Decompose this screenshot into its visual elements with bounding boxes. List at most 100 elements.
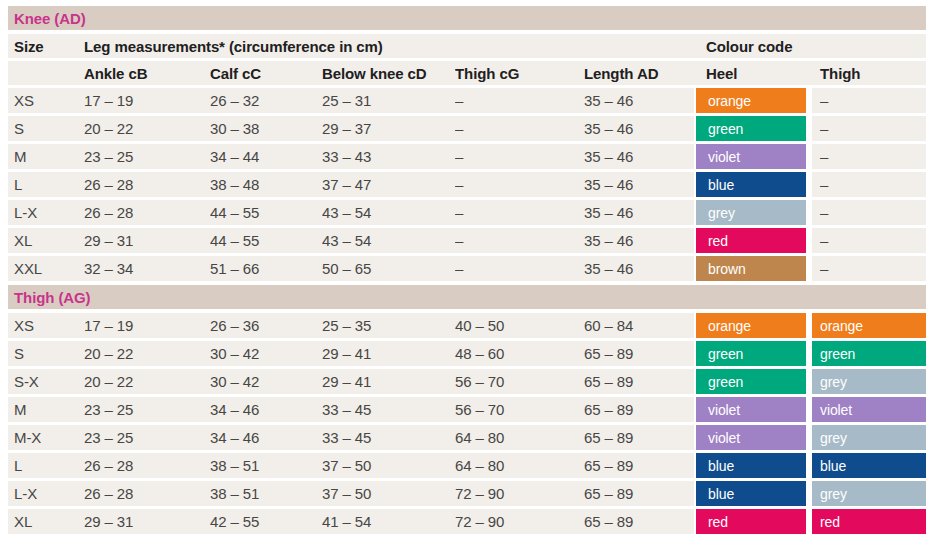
- table-row: XS17 – 1926 – 3225 – 31–35 – 46orange–: [8, 88, 926, 113]
- heel-cell: green: [694, 341, 812, 366]
- calf-cell: 34 – 46: [210, 425, 322, 450]
- calf-cell: 30 – 42: [210, 341, 322, 366]
- thigh-cg-column-header: Thigh cG: [455, 61, 584, 85]
- table-header-row-1: Size Leg measurements* (circumference in…: [8, 34, 926, 58]
- thigh-colour-swatch: green: [812, 341, 926, 366]
- ankle-cell: 23 – 25: [84, 144, 210, 169]
- size-cell: XXL: [8, 256, 84, 281]
- below-knee-cell: 25 – 31: [322, 88, 455, 113]
- ankle-cell: 29 – 31: [84, 228, 210, 253]
- ankle-cell: 26 – 28: [84, 172, 210, 197]
- thigh-cg-cell: –: [455, 228, 584, 253]
- calf-cell: 44 – 55: [210, 228, 322, 253]
- size-cell: L-X: [8, 200, 84, 225]
- heel-cell: blue: [694, 172, 812, 197]
- below-knee-cell: 29 – 41: [322, 341, 455, 366]
- size-cell: M: [8, 397, 84, 422]
- size-cell: M: [8, 144, 84, 169]
- thigh-cg-cell: 72 – 90: [455, 509, 584, 534]
- thigh-colour-cell: –: [812, 200, 926, 225]
- length-ad-column-header: Length AD: [584, 61, 694, 85]
- table-row: XL29 – 3142 – 5541 – 5472 – 9065 – 89red…: [8, 509, 926, 534]
- calf-cell: 26 – 36: [210, 313, 322, 338]
- calf-cell: 38 – 51: [210, 453, 322, 478]
- heel-colour-swatch: brown: [696, 256, 806, 281]
- heel-colour-swatch: violet: [696, 397, 806, 422]
- length-cell: 35 – 46: [584, 228, 694, 253]
- length-cell: 35 – 46: [584, 144, 694, 169]
- section-header-thigh: Thigh (AG): [8, 285, 926, 309]
- heel-cell: orange: [694, 313, 812, 338]
- below-knee-column-header: Below knee cD: [322, 61, 455, 85]
- length-cell: 35 – 46: [584, 172, 694, 197]
- length-cell: 65 – 89: [584, 397, 694, 422]
- thigh-colour-cell: –: [812, 228, 926, 253]
- size-chart: Knee (AD) Size Leg measurements* (circum…: [0, 0, 926, 538]
- table-row: L26 – 2838 – 5137 – 5064 – 8065 – 89blue…: [8, 453, 926, 478]
- ankle-cell: 17 – 19: [84, 88, 210, 113]
- table-row: M-X23 – 2534 – 4633 – 4564 – 8065 – 89vi…: [8, 425, 926, 450]
- size-column-header: Size: [8, 34, 84, 58]
- section-title: Thigh (AG): [8, 289, 90, 306]
- calf-column-header: Calf cC: [210, 61, 322, 85]
- heel-colour-swatch: red: [696, 228, 806, 253]
- size-cell: L: [8, 172, 84, 197]
- below-knee-cell: 33 – 43: [322, 144, 455, 169]
- calf-cell: 44 – 55: [210, 200, 322, 225]
- thigh-cg-cell: 64 – 80: [455, 453, 584, 478]
- thigh-cg-cell: –: [455, 144, 584, 169]
- thigh-cg-cell: 40 – 50: [455, 313, 584, 338]
- colour-code-header: Colour code: [694, 34, 812, 58]
- thigh-colour-cell: –: [812, 116, 926, 141]
- thigh-cg-cell: –: [455, 88, 584, 113]
- ankle-cell: 29 – 31: [84, 509, 210, 534]
- length-cell: 65 – 89: [584, 481, 694, 506]
- section-title: Knee (AD): [8, 10, 86, 27]
- thigh-cg-cell: 56 – 70: [455, 397, 584, 422]
- heel-colour-swatch: orange: [696, 313, 806, 338]
- heel-cell: brown: [694, 256, 812, 281]
- thigh-colour-swatch: grey: [812, 369, 926, 394]
- size-cell: L-X: [8, 481, 84, 506]
- table-row: S20 – 2230 – 3829 – 37–35 – 46green–: [8, 116, 926, 141]
- ankle-column-header: Ankle cB: [84, 61, 210, 85]
- table-header-row-2: Ankle cB Calf cC Below knee cD Thigh cG …: [8, 61, 926, 85]
- below-knee-cell: 29 – 41: [322, 369, 455, 394]
- table-row: XXL32 – 3451 – 6650 – 65–35 – 46brown–: [8, 256, 926, 281]
- below-knee-cell: 43 – 54: [322, 228, 455, 253]
- ankle-cell: 26 – 28: [84, 481, 210, 506]
- thigh-rows: XS17 – 1926 – 3625 – 3540 – 5060 – 84ora…: [8, 313, 926, 534]
- table-row: L-X26 – 2844 – 5543 – 54–35 – 46grey–: [8, 200, 926, 225]
- length-cell: 65 – 89: [584, 369, 694, 394]
- calf-cell: 42 – 55: [210, 509, 322, 534]
- ankle-cell: 20 – 22: [84, 341, 210, 366]
- length-cell: 35 – 46: [584, 256, 694, 281]
- heel-colour-swatch: red: [696, 509, 806, 534]
- ankle-cell: 20 – 22: [84, 116, 210, 141]
- thigh-colour-column-header: Thigh: [812, 61, 926, 85]
- heel-cell: green: [694, 116, 812, 141]
- heel-cell: grey: [694, 200, 812, 225]
- ankle-cell: 20 – 22: [84, 369, 210, 394]
- thigh-cg-cell: –: [455, 256, 584, 281]
- table-row: M23 – 2534 – 4633 – 4556 – 7065 – 89viol…: [8, 397, 926, 422]
- heel-colour-swatch: orange: [696, 88, 806, 113]
- heel-cell: blue: [694, 453, 812, 478]
- table-row: L26 – 2838 – 4837 – 47–35 – 46blue–: [8, 172, 926, 197]
- heel-cell: violet: [694, 144, 812, 169]
- table-row: S20 – 2230 – 4229 – 4148 – 6065 – 89gree…: [8, 341, 926, 366]
- size-cell: S-X: [8, 369, 84, 394]
- heel-cell: green: [694, 369, 812, 394]
- calf-cell: 34 – 46: [210, 397, 322, 422]
- thigh-colour-swatch: blue: [812, 453, 926, 478]
- below-knee-cell: 43 – 54: [322, 200, 455, 225]
- heel-cell: red: [694, 228, 812, 253]
- table-row: XS17 – 1926 – 3625 – 3540 – 5060 – 84ora…: [8, 313, 926, 338]
- calf-cell: 30 – 42: [210, 369, 322, 394]
- calf-cell: 38 – 51: [210, 481, 322, 506]
- thigh-colour-cell: –: [812, 144, 926, 169]
- thigh-cg-cell: –: [455, 172, 584, 197]
- heel-colour-swatch: blue: [696, 453, 806, 478]
- length-cell: 35 – 46: [584, 200, 694, 225]
- thigh-colour-swatch: red: [812, 509, 926, 534]
